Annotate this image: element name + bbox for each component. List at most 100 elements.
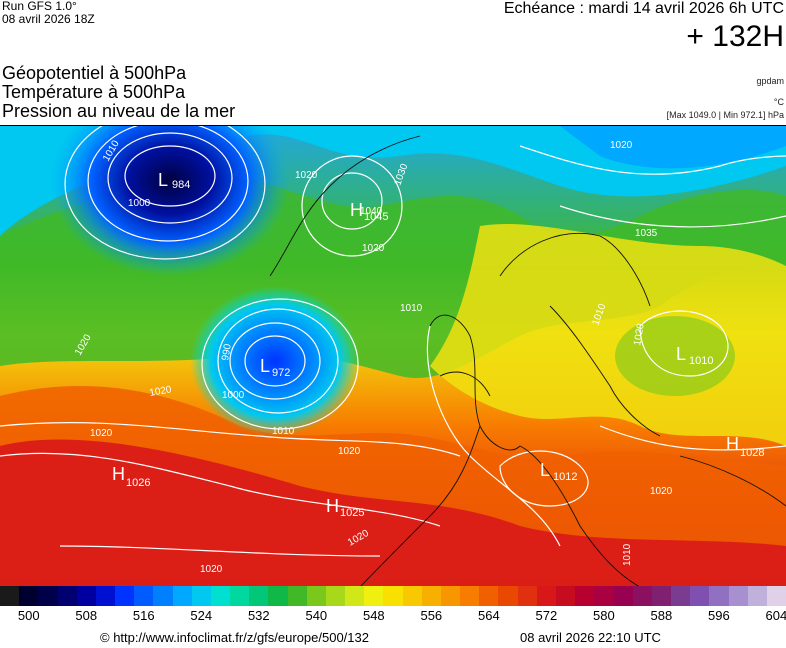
cold-band-east — [560, 126, 786, 169]
color-swatch — [479, 586, 499, 606]
color-swatch — [651, 586, 672, 606]
scale-tick-label: 548 — [362, 608, 385, 623]
map-titles: Géopotentiel à 500hPa Température à 500h… — [2, 64, 235, 121]
scale-tick-label: 580 — [593, 608, 615, 623]
center-value: 1025 — [340, 507, 364, 519]
color-swatch — [671, 586, 691, 606]
forecast-horizon: + 132H — [686, 20, 784, 53]
scale-tick-label: 524 — [190, 608, 213, 623]
color-swatch — [421, 586, 441, 606]
unit-temperature: °C — [773, 97, 784, 107]
isobar-label: 1010 — [400, 303, 423, 314]
pressure-center-high-1026: H 1026 — [112, 464, 150, 489]
color-swatch — [38, 586, 58, 606]
color-swatch — [210, 586, 231, 606]
color-swatch — [460, 586, 480, 606]
title-geopotential: Géopotentiel à 500hPa — [2, 63, 187, 83]
color-swatch — [555, 586, 576, 606]
pressure-center-high-1028: H 1028 — [726, 434, 764, 459]
scale-tick-label: 500 — [17, 608, 40, 623]
color-swatch — [0, 586, 20, 606]
color-swatch — [268, 586, 288, 606]
center-value: 972 — [272, 367, 290, 379]
isobar-label: 1035 — [635, 228, 658, 239]
color-swatch — [95, 586, 116, 606]
unit-geopotential: gpdam — [756, 76, 784, 86]
source-url: © http://www.infoclimat.fr/z/gfs/europe/… — [100, 630, 369, 645]
center-value: 984 — [172, 179, 190, 191]
isobar-label: 1040 — [360, 206, 383, 217]
center-value: 1012 — [553, 471, 577, 483]
title-pressure: Pression au niveau de la mer — [2, 101, 236, 121]
isobar-label: 1000 — [128, 198, 151, 209]
color-swatch — [402, 586, 422, 606]
center-letter: L — [540, 460, 550, 480]
generated-timestamp: 08 avril 2026 22:10 UTC — [520, 630, 661, 645]
color-swatch — [57, 586, 77, 606]
isobar-label: 990 — [220, 343, 234, 362]
isobar-label: 1020 — [90, 428, 113, 439]
run-date: 08 avril 2026 18Z — [2, 12, 95, 26]
center-value: 1045 — [364, 211, 388, 223]
isobar-label: 1020 — [632, 322, 647, 346]
center-letter: L — [676, 344, 686, 364]
map-svg: L 984 H 1045 L 972 H 1026 H 1025 L 1012 — [0, 126, 786, 587]
color-swatch — [632, 586, 652, 606]
center-letter: L — [260, 356, 270, 376]
color-swatch — [517, 586, 537, 606]
title-temperature: Température à 500hPa — [2, 82, 186, 102]
isobar-label: 1020 — [362, 243, 385, 254]
color-swatch — [709, 586, 729, 606]
scale-tick-label: 596 — [708, 608, 730, 623]
cold-band — [0, 126, 786, 236]
scale-tick-label: 572 — [535, 608, 558, 623]
isobar-label: 1010 — [622, 543, 633, 566]
isobar-label: 1020 — [149, 384, 173, 399]
center-letter: L — [158, 170, 168, 190]
color-swatch — [134, 586, 154, 606]
scale-tick-label: 564 — [477, 608, 500, 623]
color-swatch — [747, 586, 767, 606]
scale-tick-label: 516 — [132, 608, 155, 623]
color-swatch — [498, 586, 518, 606]
color-swatch — [345, 586, 365, 606]
scale-tick-label: 556 — [420, 608, 443, 623]
isobars — [0, 126, 786, 557]
pressure-center-high-1045: H 1045 — [350, 200, 388, 223]
run-info: Run GFS 1.0° 08 avril 2026 18Z — [2, 0, 95, 26]
pressure-centers: L 984 H 1045 L 972 H 1026 H 1025 L 1012 — [112, 170, 764, 519]
pressure-range: [Max 1049.0 | Min 972.1] hPa — [666, 110, 784, 120]
color-swatch — [690, 586, 710, 606]
pressure-center-low-1012: L 1012 — [540, 460, 577, 483]
color-swatch — [440, 586, 461, 606]
scale-tick-label: 532 — [247, 608, 270, 623]
pressure-center-high-1025: H 1025 — [326, 496, 364, 519]
color-swatch — [153, 586, 173, 606]
color-swatch — [287, 586, 307, 606]
color-swatch — [230, 586, 250, 606]
low-atlantic-shade — [190, 286, 360, 436]
scale-tick-label: 508 — [75, 608, 98, 623]
run-model: Run GFS 1.0° — [2, 0, 77, 13]
color-swatch — [766, 586, 786, 606]
color-swatch — [613, 586, 633, 606]
color-swatch — [575, 586, 595, 606]
center-letter: H — [326, 496, 339, 516]
color-swatch — [728, 586, 748, 606]
isobar-label: 1000 — [222, 390, 245, 401]
color-swatch — [364, 586, 384, 606]
isobar-label: 1020 — [295, 170, 318, 181]
isobar-label: 1010 — [272, 426, 295, 437]
isobar-label: 1020 — [610, 140, 633, 151]
color-swatch — [115, 586, 135, 606]
scale-tick-label: 588 — [650, 608, 673, 623]
center-value: 1026 — [126, 477, 150, 489]
color-swatch — [172, 586, 192, 606]
color-scale-ticks: 500 508 516 524 532 540 548 556 564 572 580 588 596 6… — [0, 608, 786, 628]
isobar-label: 1020 — [200, 564, 223, 575]
pressure-center-low-984: L 984 — [158, 170, 190, 191]
color-swatch — [19, 586, 39, 606]
color-swatch — [325, 586, 346, 606]
isobar-label: 1020 — [650, 486, 673, 497]
coastlines — [269, 135, 786, 587]
